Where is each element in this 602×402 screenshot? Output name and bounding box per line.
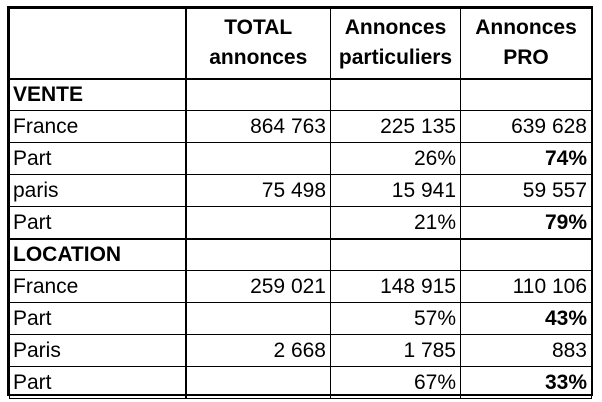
header-particuliers: Annonces particuliers	[330, 8, 461, 80]
empty-cell	[185, 237, 331, 271]
table-row: Part 21% 79%	[9, 206, 592, 239]
header-total: TOTAL annonces	[185, 8, 331, 80]
annonces-table: TOTAL annonces Annonces particuliers Ann…	[9, 8, 592, 399]
cell-particuliers: 57%	[330, 302, 461, 335]
empty-cell	[330, 78, 461, 111]
table-row: paris 75 498 15 941 59 557	[9, 174, 592, 207]
section-title-vente: VENTE	[9, 78, 187, 111]
cell-pro: 33%	[460, 366, 592, 399]
table-row: Part 67% 33%	[9, 366, 592, 399]
section-row-location: LOCATION	[9, 237, 592, 271]
row-label: France	[9, 110, 187, 143]
cell-pro: 74%	[460, 142, 592, 175]
empty-cell	[330, 237, 461, 271]
cell-total	[185, 206, 331, 239]
cell-particuliers: 15 941	[330, 174, 461, 207]
table-row: Part 57% 43%	[9, 302, 592, 335]
cell-particuliers: 1 785	[330, 334, 461, 367]
cell-particuliers: 67%	[330, 366, 461, 399]
row-label: Part	[9, 302, 187, 335]
table-row: France 864 763 225 135 639 628	[9, 110, 592, 143]
cell-total: 864 763	[185, 110, 331, 143]
cell-pro: 639 628	[460, 110, 592, 143]
row-label: Part	[9, 366, 187, 399]
header-pro: Annonces PRO	[460, 8, 592, 80]
row-label: paris	[9, 174, 187, 207]
cell-total: 75 498	[185, 174, 331, 207]
row-label: Part	[9, 206, 187, 239]
cell-total	[185, 366, 331, 399]
cell-particuliers: 148 915	[330, 270, 461, 303]
empty-cell	[185, 78, 331, 111]
cell-particuliers: 26%	[330, 142, 461, 175]
row-label: France	[9, 270, 187, 303]
cell-particuliers: 21%	[330, 206, 461, 239]
table-row: France 259 021 148 915 110 106	[9, 270, 592, 303]
cell-pro: 110 106	[460, 270, 592, 303]
cell-total: 2 668	[185, 334, 331, 367]
cell-pro: 43%	[460, 302, 592, 335]
spreadsheet-table: TOTAL annonces Annonces particuliers Ann…	[7, 6, 593, 399]
table-row: Part 26% 74%	[9, 142, 592, 175]
section-row-vente: VENTE	[9, 78, 592, 111]
empty-cell	[460, 78, 592, 111]
cell-total	[185, 302, 331, 335]
table-row: Paris 2 668 1 785 883	[9, 334, 592, 367]
header-label-cell	[9, 8, 187, 80]
cell-total: 259 021	[185, 270, 331, 303]
cell-total	[185, 142, 331, 175]
cell-particuliers: 225 135	[330, 110, 461, 143]
section-title-location: LOCATION	[9, 237, 187, 271]
cell-pro: 883	[460, 334, 592, 367]
cell-pro: 79%	[460, 206, 592, 239]
cell-pro: 59 557	[460, 174, 592, 207]
header-row: TOTAL annonces Annonces particuliers Ann…	[9, 8, 592, 80]
empty-cell	[460, 237, 592, 271]
row-label: Paris	[9, 334, 187, 367]
row-label: Part	[9, 142, 187, 175]
